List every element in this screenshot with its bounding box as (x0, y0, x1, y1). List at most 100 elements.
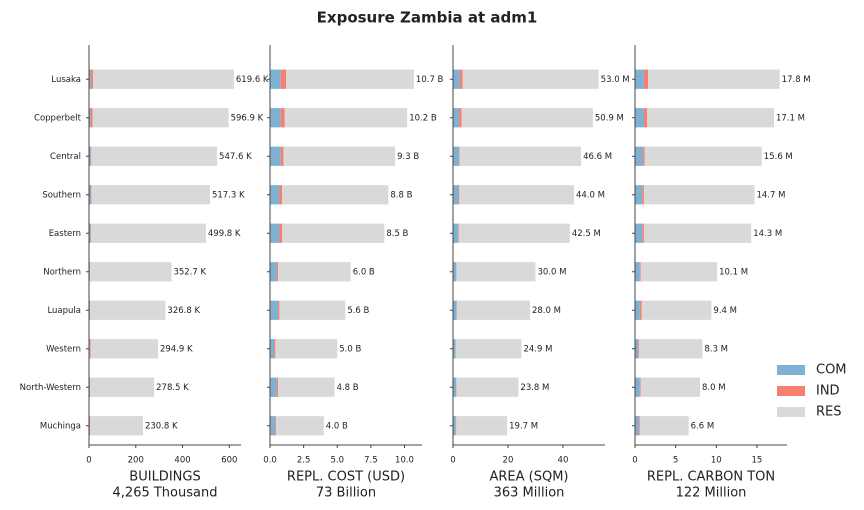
value-label: 6.0 B (353, 267, 375, 277)
bar-segment (640, 262, 718, 282)
value-label: 42.5 M (572, 229, 601, 239)
x-tick-label: 20 (503, 456, 514, 466)
bar-segment (635, 416, 640, 436)
bar-segment (643, 69, 649, 89)
x-tick-label: 5 (673, 456, 678, 466)
bar-segment (458, 223, 570, 243)
value-label: 24.9 M (523, 344, 552, 354)
bar-segment (279, 223, 283, 243)
bar-segment (270, 416, 276, 436)
bar-segment (635, 108, 644, 128)
bar-segment (457, 223, 459, 243)
bar-segment (643, 108, 648, 128)
bar-segment (635, 300, 640, 320)
bar-segment (278, 377, 335, 397)
value-label: 14.3 M (753, 229, 782, 239)
bar-segment (90, 108, 93, 128)
bar-segment (639, 339, 703, 359)
x-tick-label: 400 (174, 456, 190, 466)
value-label: 50.9 M (595, 113, 624, 123)
y-tick-label: Luapula (47, 306, 81, 316)
x-axis-label: AREA (SQM) (489, 470, 568, 485)
bar-segment (458, 185, 460, 205)
y-tick-label: Central (50, 152, 81, 162)
bar-segment (453, 223, 458, 243)
x-tick-label: 7.5 (364, 456, 378, 466)
bar-segment (90, 377, 155, 397)
value-label: 278.5 K (156, 383, 189, 393)
bar-segment (89, 185, 92, 205)
bar-segment (455, 339, 522, 359)
bar-segment (643, 185, 755, 205)
bar-segment (639, 416, 640, 436)
bar-segment (270, 377, 277, 397)
value-label: 10.2 B (409, 113, 437, 123)
bar-segment (453, 262, 457, 282)
bar-segment (279, 185, 283, 205)
x-tick-label: 0 (450, 456, 455, 466)
x-tick-label: 15 (752, 456, 763, 466)
bar-segment (276, 262, 279, 282)
bar-segment (462, 69, 599, 89)
bar-segment (642, 223, 644, 243)
bar-segment (89, 223, 91, 243)
x-axis-label: BUILDINGS (129, 470, 200, 485)
value-label: 5.6 B (347, 306, 369, 316)
bar-segment (280, 69, 287, 89)
bar-segment (280, 146, 284, 166)
x-tick-label: 200 (128, 456, 144, 466)
value-label: 499.8 K (208, 229, 241, 239)
bar-segment (282, 223, 385, 243)
value-label: 8.5 B (386, 229, 408, 239)
x-tick-label: 2.5 (297, 456, 311, 466)
value-label: 352.7 K (173, 267, 206, 277)
bar-segment (453, 339, 456, 359)
x-tick-label: 0.0 (263, 456, 277, 466)
bar-segment (282, 185, 389, 205)
bar-segment (89, 108, 91, 128)
value-label: 9.4 M (713, 306, 737, 316)
bar-segment (635, 146, 644, 166)
value-label: 10.7 B (416, 75, 444, 85)
bar-segment (89, 146, 91, 166)
x-axis-total: 73 Billion (316, 486, 376, 501)
y-tick-label: North-Western (20, 383, 81, 393)
y-tick-label: Copperbelt (34, 113, 82, 123)
x-tick-label: 600 (221, 456, 237, 466)
bar-segment (453, 377, 457, 397)
value-label: 17.8 M (782, 75, 811, 85)
bar-segment (459, 69, 463, 89)
y-tick-label: Southern (42, 190, 81, 200)
bar-segment (276, 377, 279, 397)
y-tick-label: Muchinga (40, 421, 81, 431)
bar-segment (270, 339, 275, 359)
value-label: 17.1 M (776, 113, 805, 123)
bar-segment (278, 300, 280, 320)
x-axis-label: REPL. CARBON TON (647, 470, 775, 485)
value-label: 4.0 B (326, 421, 348, 431)
bar-segment (456, 262, 536, 282)
bar-segment (638, 339, 640, 359)
bar-segment (89, 69, 91, 89)
bar-segment (270, 185, 280, 205)
legend-swatch (777, 365, 805, 375)
legend-label: COM (816, 363, 847, 378)
legend-label: IND (816, 384, 840, 399)
bar-segment (283, 146, 396, 166)
bar-segment (641, 300, 712, 320)
legend-swatch (777, 407, 805, 417)
bar-segment (456, 300, 530, 320)
bar-segment (635, 377, 640, 397)
value-label: 9.3 B (397, 152, 419, 162)
value-label: 8.8 B (390, 190, 412, 200)
x-tick-label: 40 (558, 456, 569, 466)
bar-segment (639, 377, 641, 397)
value-label: 4.8 B (337, 383, 359, 393)
bar-segment (639, 262, 641, 282)
value-label: 5.0 B (339, 344, 361, 354)
value-label: 6.6 M (691, 421, 715, 431)
bar-segment (275, 339, 338, 359)
value-label: 8.3 M (704, 344, 728, 354)
value-label: 230.8 K (145, 421, 178, 431)
